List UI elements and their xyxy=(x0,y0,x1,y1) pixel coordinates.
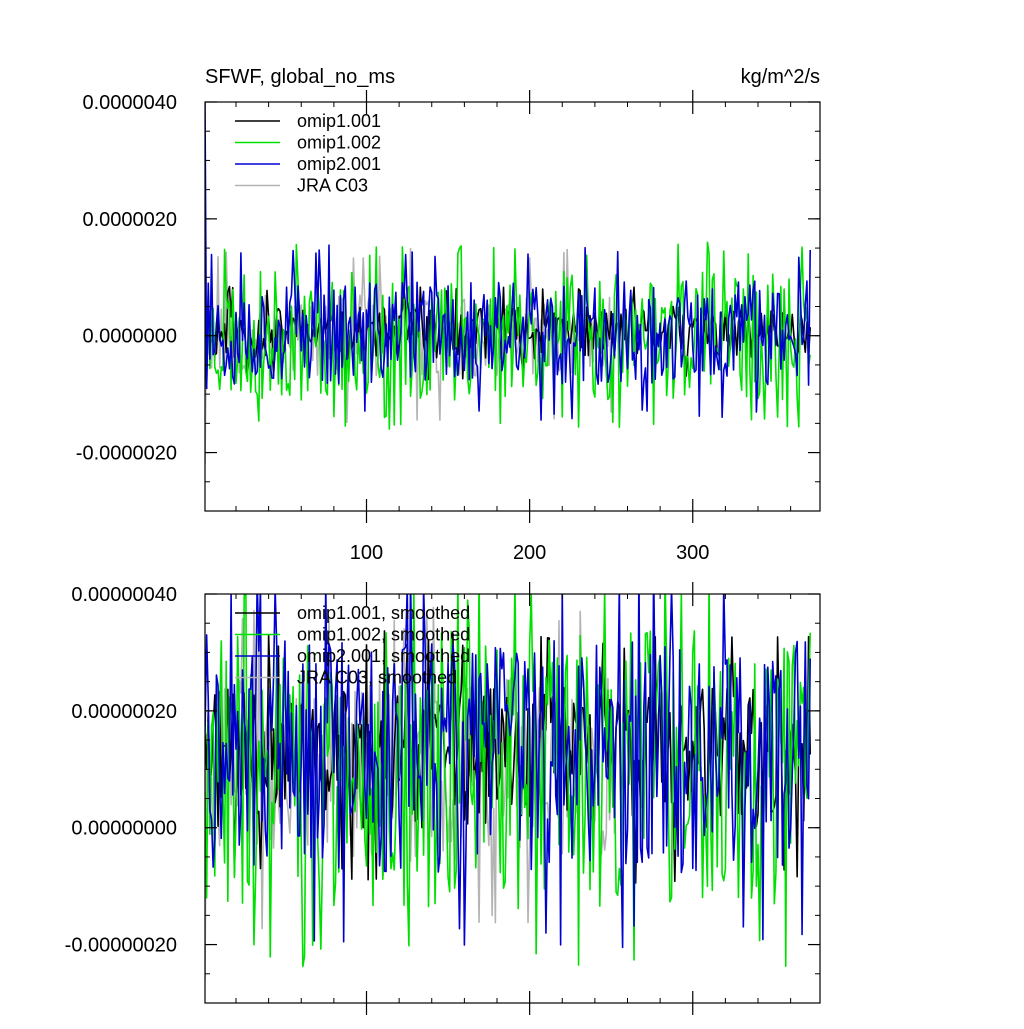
chart-units: kg/m^2/s xyxy=(741,66,820,88)
legend-label-jra_c03: JRA C03 xyxy=(297,176,368,196)
y-tick-label: 0.00000000 xyxy=(71,818,177,840)
series-lines xyxy=(205,594,812,980)
y-tick-label: -0.00000020 xyxy=(65,935,177,957)
y-tick-label: 0.0000040 xyxy=(82,92,177,114)
y-tick-label: 0.00000040 xyxy=(71,584,177,606)
series-lines xyxy=(205,102,812,465)
legend-label-omip1_002: omip1.002, smoothed xyxy=(297,625,470,645)
y-tick-label: 0.0000000 xyxy=(82,326,177,348)
x-tick-label: 200 xyxy=(513,542,546,564)
legend-label-omip2_001: omip2.001, smoothed xyxy=(297,646,470,666)
legend-label-jra_c03: JRA C03, smoothed xyxy=(297,668,457,688)
x-tick-label: 300 xyxy=(676,542,709,564)
y-tick-label: 0.00000020 xyxy=(71,701,177,723)
y-tick-label: 0.0000020 xyxy=(82,209,177,231)
legend-label-omip1_001: omip1.001, smoothed xyxy=(297,603,470,623)
chart-title: SFWF, global_no_ms xyxy=(205,66,395,88)
series-line-omip2_001 xyxy=(205,102,812,421)
top-panel: -0.0000020 0.0000000 0.0000020 0.0000040 100… xyxy=(76,90,821,564)
legend-label-omip2_001: omip2.001 xyxy=(297,154,381,174)
y-tick-label: -0.0000020 xyxy=(76,443,177,465)
legend-label-omip1_002: omip1.002 xyxy=(297,133,381,153)
bottom-panel: -0.00000020 0.00000000 0.00000020 0.0000004… xyxy=(65,582,821,1015)
series-line-omip2_001 xyxy=(205,594,812,949)
legend-label-omip1_001: omip1.001 xyxy=(297,111,381,131)
x-tick-label: 100 xyxy=(350,542,383,564)
